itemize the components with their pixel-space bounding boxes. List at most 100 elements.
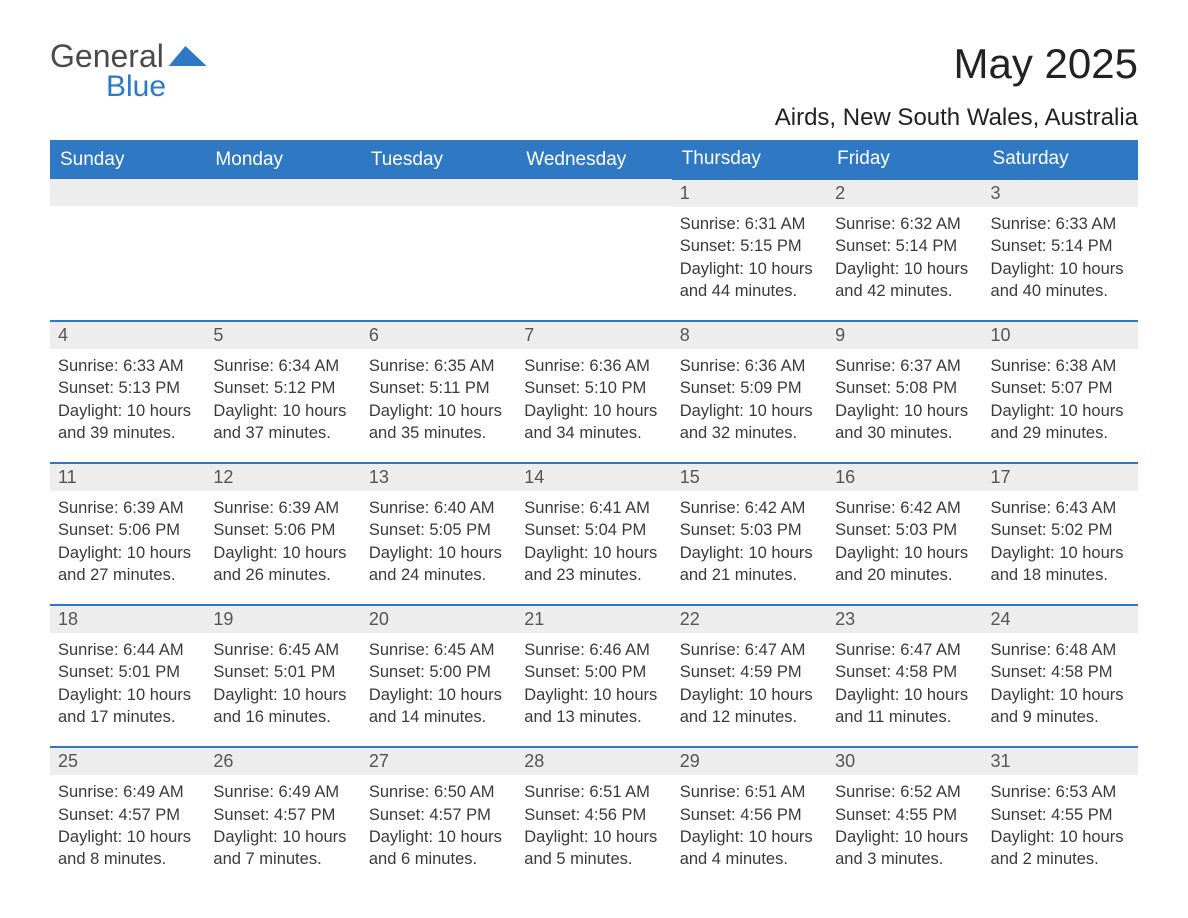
sunrise-text: Sunrise: 6:33 AM: [58, 355, 197, 377]
sunset-text: Sunset: 5:09 PM: [680, 377, 819, 399]
day-cell: 22Sunrise: 6:47 AMSunset: 4:59 PMDayligh…: [672, 605, 827, 747]
day-body: Sunrise: 6:42 AMSunset: 5:03 PMDaylight:…: [827, 491, 982, 604]
day-body: Sunrise: 6:48 AMSunset: 4:58 PMDaylight:…: [983, 633, 1138, 746]
day-body: Sunrise: 6:44 AMSunset: 5:01 PMDaylight:…: [50, 633, 205, 746]
daylight-text: Daylight: 10 hours and 29 minutes.: [991, 400, 1130, 445]
day-number: 24: [983, 606, 1138, 633]
week-row: 1Sunrise: 6:31 AMSunset: 5:15 PMDaylight…: [50, 179, 1138, 321]
day-number: 18: [50, 606, 205, 633]
sunset-text: Sunset: 5:14 PM: [835, 235, 974, 257]
dow-sunday: Sunday: [50, 140, 205, 179]
day-body-empty: [205, 206, 360, 316]
day-cell: 3Sunrise: 6:33 AMSunset: 5:14 PMDaylight…: [983, 179, 1138, 321]
day-cell: 25Sunrise: 6:49 AMSunset: 4:57 PMDayligh…: [50, 747, 205, 888]
location-label: Airds, New South Wales, Australia: [775, 104, 1138, 132]
logo-word1: General: [50, 40, 164, 72]
sunrise-text: Sunrise: 6:48 AM: [991, 639, 1130, 661]
daylight-text: Daylight: 10 hours and 17 minutes.: [58, 684, 197, 729]
day-body: Sunrise: 6:36 AMSunset: 5:10 PMDaylight:…: [516, 349, 671, 462]
daylight-text: Daylight: 10 hours and 14 minutes.: [369, 684, 508, 729]
sunrise-text: Sunrise: 6:44 AM: [58, 639, 197, 661]
daylight-text: Daylight: 10 hours and 13 minutes.: [524, 684, 663, 729]
sunset-text: Sunset: 5:07 PM: [991, 377, 1130, 399]
day-number: 30: [827, 748, 982, 775]
sunset-text: Sunset: 5:01 PM: [213, 661, 352, 683]
day-cell: 24Sunrise: 6:48 AMSunset: 4:58 PMDayligh…: [983, 605, 1138, 747]
day-number: 14: [516, 464, 671, 491]
week-row: 25Sunrise: 6:49 AMSunset: 4:57 PMDayligh…: [50, 747, 1138, 888]
day-body-empty: [516, 206, 671, 316]
day-number: 16: [827, 464, 982, 491]
day-cell: 31Sunrise: 6:53 AMSunset: 4:55 PMDayligh…: [983, 747, 1138, 888]
sunset-text: Sunset: 5:06 PM: [58, 519, 197, 541]
daylight-text: Daylight: 10 hours and 21 minutes.: [680, 542, 819, 587]
day-cell: 2Sunrise: 6:32 AMSunset: 5:14 PMDaylight…: [827, 179, 982, 321]
day-number: 3: [983, 180, 1138, 207]
day-number: 26: [205, 748, 360, 775]
sunrise-text: Sunrise: 6:51 AM: [524, 781, 663, 803]
logo: General Blue: [50, 40, 208, 102]
day-body: Sunrise: 6:50 AMSunset: 4:57 PMDaylight:…: [361, 775, 516, 888]
daylight-text: Daylight: 10 hours and 39 minutes.: [58, 400, 197, 445]
day-number: 4: [50, 322, 205, 349]
day-body: Sunrise: 6:34 AMSunset: 5:12 PMDaylight:…: [205, 349, 360, 462]
daylight-text: Daylight: 10 hours and 35 minutes.: [369, 400, 508, 445]
day-body: Sunrise: 6:39 AMSunset: 5:06 PMDaylight:…: [50, 491, 205, 604]
logo-triangle-icon: [168, 46, 209, 66]
daylight-text: Daylight: 10 hours and 44 minutes.: [680, 258, 819, 303]
day-number: 20: [361, 606, 516, 633]
sunrise-text: Sunrise: 6:36 AM: [680, 355, 819, 377]
day-number: 2: [827, 180, 982, 207]
day-cell: 9Sunrise: 6:37 AMSunset: 5:08 PMDaylight…: [827, 321, 982, 463]
sunrise-text: Sunrise: 6:39 AM: [213, 497, 352, 519]
day-cell: 28Sunrise: 6:51 AMSunset: 4:56 PMDayligh…: [516, 747, 671, 888]
week-row: 11Sunrise: 6:39 AMSunset: 5:06 PMDayligh…: [50, 463, 1138, 605]
day-number: 12: [205, 464, 360, 491]
day-body-empty: [50, 206, 205, 316]
day-cell: [516, 179, 671, 321]
day-body: Sunrise: 6:49 AMSunset: 4:57 PMDaylight:…: [50, 775, 205, 888]
day-number: 17: [983, 464, 1138, 491]
daylight-text: Daylight: 10 hours and 24 minutes.: [369, 542, 508, 587]
daylight-text: Daylight: 10 hours and 32 minutes.: [680, 400, 819, 445]
page-title: May 2025: [775, 40, 1138, 88]
day-body: Sunrise: 6:39 AMSunset: 5:06 PMDaylight:…: [205, 491, 360, 604]
dow-monday: Monday: [205, 140, 360, 179]
sunrise-text: Sunrise: 6:53 AM: [991, 781, 1130, 803]
day-cell: 26Sunrise: 6:49 AMSunset: 4:57 PMDayligh…: [205, 747, 360, 888]
sunrise-text: Sunrise: 6:52 AM: [835, 781, 974, 803]
day-number-empty: [516, 179, 671, 206]
day-number: 13: [361, 464, 516, 491]
day-body: Sunrise: 6:32 AMSunset: 5:14 PMDaylight:…: [827, 207, 982, 320]
day-number: 19: [205, 606, 360, 633]
sunset-text: Sunset: 5:03 PM: [835, 519, 974, 541]
sunset-text: Sunset: 4:57 PM: [213, 804, 352, 826]
day-number-empty: [50, 179, 205, 206]
sunset-text: Sunset: 4:57 PM: [369, 804, 508, 826]
daylight-text: Daylight: 10 hours and 16 minutes.: [213, 684, 352, 729]
sunrise-text: Sunrise: 6:51 AM: [680, 781, 819, 803]
day-body-empty: [361, 206, 516, 316]
daylight-text: Daylight: 10 hours and 8 minutes.: [58, 826, 197, 871]
day-number: 25: [50, 748, 205, 775]
title-block: May 2025 Airds, New South Wales, Austral…: [775, 40, 1138, 132]
daylight-text: Daylight: 10 hours and 27 minutes.: [58, 542, 197, 587]
day-cell: 6Sunrise: 6:35 AMSunset: 5:11 PMDaylight…: [361, 321, 516, 463]
day-number: 28: [516, 748, 671, 775]
sunset-text: Sunset: 4:55 PM: [991, 804, 1130, 826]
day-body: Sunrise: 6:40 AMSunset: 5:05 PMDaylight:…: [361, 491, 516, 604]
daylight-text: Daylight: 10 hours and 26 minutes.: [213, 542, 352, 587]
dow-wednesday: Wednesday: [516, 140, 671, 179]
day-cell: 13Sunrise: 6:40 AMSunset: 5:05 PMDayligh…: [361, 463, 516, 605]
sunrise-text: Sunrise: 6:46 AM: [524, 639, 663, 661]
sunrise-text: Sunrise: 6:43 AM: [991, 497, 1130, 519]
day-cell: 17Sunrise: 6:43 AMSunset: 5:02 PMDayligh…: [983, 463, 1138, 605]
daylight-text: Daylight: 10 hours and 23 minutes.: [524, 542, 663, 587]
sunset-text: Sunset: 5:13 PM: [58, 377, 197, 399]
day-body: Sunrise: 6:51 AMSunset: 4:56 PMDaylight:…: [672, 775, 827, 888]
daylight-text: Daylight: 10 hours and 30 minutes.: [835, 400, 974, 445]
sunrise-text: Sunrise: 6:41 AM: [524, 497, 663, 519]
sunrise-text: Sunrise: 6:33 AM: [991, 213, 1130, 235]
sunset-text: Sunset: 5:02 PM: [991, 519, 1130, 541]
sunrise-text: Sunrise: 6:38 AM: [991, 355, 1130, 377]
